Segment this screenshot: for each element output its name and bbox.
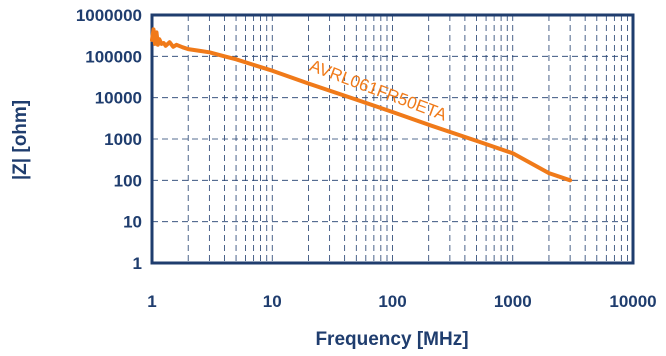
y-tick-label: 1000000 bbox=[76, 6, 142, 25]
y-tick-label: 100 bbox=[114, 171, 142, 190]
y-tick-label: 10 bbox=[123, 213, 142, 232]
x-axis-label: Frequency [MHz] bbox=[315, 329, 468, 350]
x-tick-labels: 1 10 100 1000 10000 bbox=[147, 292, 656, 311]
y-tick-label: 1000 bbox=[104, 130, 142, 149]
y-tick-labels: 1 10 100 1000 10000 100000 1000000 bbox=[76, 6, 142, 273]
x-tick-label: 1 bbox=[147, 292, 156, 311]
y-tick-label: 100000 bbox=[85, 47, 142, 66]
y-axis-label: |Z| [ohm] bbox=[10, 100, 31, 180]
x-tick-label: 10000 bbox=[609, 292, 656, 311]
x-tick-label: 100 bbox=[378, 292, 406, 311]
x-tick-label: 10 bbox=[263, 292, 282, 311]
x-tick-label: 1000 bbox=[494, 292, 532, 311]
grid bbox=[152, 15, 633, 263]
y-tick-label: 10000 bbox=[95, 89, 142, 108]
series-line bbox=[150, 27, 573, 183]
plot-area-frame bbox=[150, 13, 635, 265]
y-tick-label: 1 bbox=[133, 254, 142, 273]
